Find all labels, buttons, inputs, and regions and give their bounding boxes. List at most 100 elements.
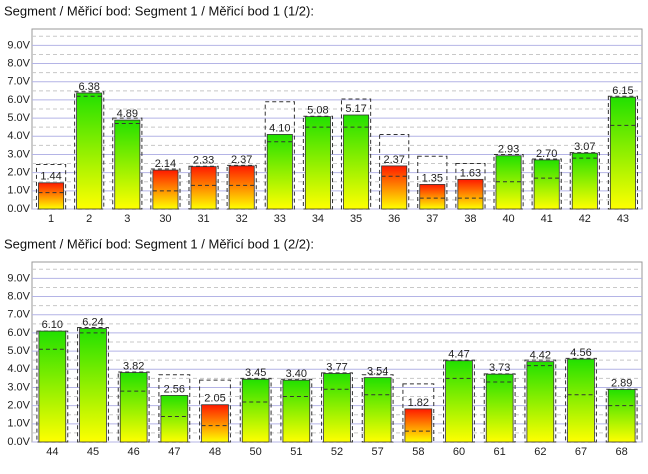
x-tick-label: 44 bbox=[46, 446, 58, 458]
value-label: 3.77 bbox=[326, 361, 347, 373]
value-label: 2.05 bbox=[204, 393, 225, 405]
x-tick-label: 41 bbox=[541, 213, 553, 225]
y-tick-label: 0.0V bbox=[7, 203, 30, 215]
value-label: 4.42 bbox=[530, 350, 551, 362]
bar bbox=[343, 114, 370, 210]
x-tick-label: 33 bbox=[274, 213, 286, 225]
value-label: 6.10 bbox=[42, 319, 63, 331]
value-label: 4.89 bbox=[117, 108, 138, 120]
y-tick-label: 7.0V bbox=[7, 309, 30, 321]
x-tick-label: 43 bbox=[617, 213, 629, 225]
y-tick-label: 6.0V bbox=[7, 327, 30, 339]
y-tick-label: 2.0V bbox=[7, 167, 30, 179]
bar bbox=[201, 404, 229, 443]
value-label: 2.70 bbox=[536, 148, 557, 160]
value-label: 2.37 bbox=[383, 154, 404, 166]
value-label: 4.47 bbox=[448, 349, 469, 361]
bar bbox=[533, 159, 560, 210]
y-tick-label: 3.0V bbox=[7, 148, 30, 160]
x-tick-label: 42 bbox=[579, 213, 591, 225]
y-tick-label: 8.0V bbox=[7, 290, 30, 302]
bar bbox=[190, 166, 217, 210]
x-tick-label: 35 bbox=[350, 213, 362, 225]
bar bbox=[571, 152, 598, 210]
upper-box bbox=[455, 163, 486, 210]
value-label: 2.56 bbox=[164, 383, 185, 395]
upper-box bbox=[402, 383, 435, 443]
chart-title: Segment / Měřicí bod: Segment 1 / Měřicí… bbox=[4, 3, 314, 18]
upper-box bbox=[379, 133, 410, 210]
upper-box bbox=[340, 98, 372, 210]
x-tick-label: 60 bbox=[453, 446, 465, 458]
bar bbox=[457, 178, 484, 210]
bar bbox=[381, 165, 408, 210]
x-tick-label: 37 bbox=[426, 213, 438, 225]
x-tick-label: 62 bbox=[534, 446, 546, 458]
bar bbox=[304, 116, 331, 210]
value-label: 4.56 bbox=[570, 347, 591, 359]
value-label: 3.40 bbox=[286, 368, 307, 380]
value-label: 2.14 bbox=[155, 158, 176, 170]
bar bbox=[526, 361, 555, 443]
x-tick-label: 68 bbox=[616, 446, 628, 458]
x-tick-label: 58 bbox=[412, 446, 424, 458]
x-tick-label: 32 bbox=[236, 213, 248, 225]
bar bbox=[495, 155, 522, 210]
value-label: 6.38 bbox=[78, 81, 99, 93]
upper-box bbox=[35, 163, 67, 210]
bar bbox=[114, 119, 141, 210]
upper-box bbox=[239, 377, 272, 443]
value-label: 3.45 bbox=[245, 367, 266, 379]
x-tick-label: 61 bbox=[494, 446, 506, 458]
y-tick-label: 0.0V bbox=[7, 436, 30, 448]
bar bbox=[363, 377, 392, 443]
value-label: 4.10 bbox=[269, 122, 290, 134]
y-tick-label: 5.0V bbox=[7, 112, 30, 124]
bar bbox=[404, 408, 433, 443]
y-tick-label: 6.0V bbox=[7, 94, 30, 106]
value-label: 3.82 bbox=[123, 360, 144, 372]
y-tick-label: 3.0V bbox=[7, 381, 30, 393]
value-label: 3.73 bbox=[489, 362, 510, 374]
value-label: 6.24 bbox=[82, 316, 103, 328]
bar bbox=[419, 184, 446, 210]
upper-box bbox=[264, 101, 295, 210]
bar bbox=[485, 373, 514, 443]
value-label: 1.35 bbox=[422, 172, 443, 184]
value-label: 1.63 bbox=[460, 167, 481, 179]
value-label: 6.15 bbox=[612, 85, 633, 97]
value-label: 2.89 bbox=[611, 377, 632, 389]
x-tick-label: 34 bbox=[312, 213, 324, 225]
x-tick-label: 51 bbox=[290, 446, 302, 458]
bar bbox=[323, 373, 351, 443]
x-tick-label: 36 bbox=[388, 213, 400, 225]
y-tick-label: 5.0V bbox=[7, 345, 30, 357]
upper-box bbox=[117, 371, 150, 443]
y-tick-label: 2.0V bbox=[7, 400, 30, 412]
x-tick-label: 31 bbox=[197, 213, 209, 225]
bar bbox=[266, 134, 293, 210]
value-label: 2.33 bbox=[193, 155, 214, 167]
x-tick-label: 52 bbox=[331, 446, 343, 458]
bar bbox=[79, 328, 107, 443]
value-label: 1.44 bbox=[40, 171, 61, 183]
x-tick-label: 67 bbox=[575, 446, 587, 458]
value-label: 3.54 bbox=[367, 366, 388, 378]
bar bbox=[607, 389, 636, 443]
x-tick-label: 30 bbox=[159, 213, 171, 225]
bar bbox=[160, 395, 189, 443]
bar bbox=[282, 379, 311, 443]
value-label: 2.93 bbox=[498, 144, 519, 156]
x-tick-label: 2 bbox=[86, 213, 92, 225]
y-tick-label: 7.0V bbox=[7, 76, 30, 88]
upper-box bbox=[150, 168, 181, 210]
bar bbox=[609, 96, 636, 210]
x-tick-label: 1 bbox=[48, 213, 54, 225]
value-label: 5.17 bbox=[345, 103, 366, 115]
x-tick-label: 46 bbox=[128, 446, 140, 458]
bar bbox=[567, 358, 595, 443]
value-label: 3.07 bbox=[574, 141, 595, 153]
value-label: 1.82 bbox=[408, 397, 429, 409]
x-tick-label: 47 bbox=[168, 446, 180, 458]
